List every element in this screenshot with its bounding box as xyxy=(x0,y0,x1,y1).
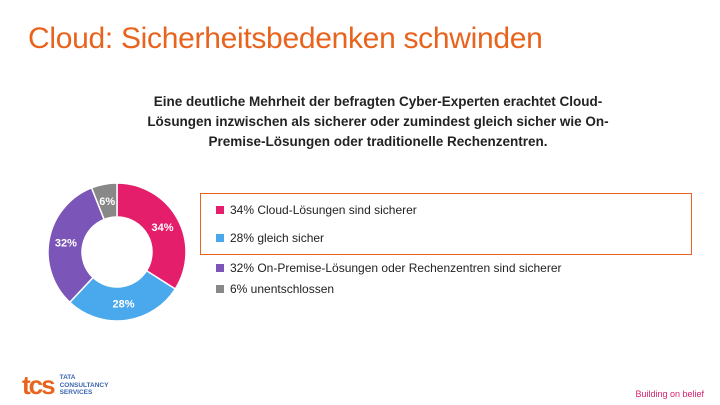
highlighted-legend-box xyxy=(200,193,692,255)
donut-slice xyxy=(68,269,177,322)
chart-subtitle: Eine deutliche Mehrheit der befragten Cy… xyxy=(147,94,609,149)
donut-data-label: 32% xyxy=(55,237,77,249)
tagline: Building on belief xyxy=(635,389,704,399)
legend-swatch xyxy=(216,206,224,214)
logo-mark: tcs xyxy=(22,370,56,400)
donut-chart: 34% 28% 32% 6% xyxy=(47,182,187,322)
donut-data-label: 6% xyxy=(99,196,115,208)
donut-slice xyxy=(90,182,118,221)
page-title: Cloud: Sicherheitsbedenken schwinden xyxy=(28,22,543,55)
legend-item-undecided: 6% unentschlossen xyxy=(216,282,334,296)
donut-slice xyxy=(116,182,187,291)
legend-item-onpremise: 32% On-Premise-Lösungen oder Rechenzentr… xyxy=(216,261,562,275)
donut-data-label: 34% xyxy=(152,222,174,234)
legend-label: 32% On-Premise-Lösungen oder Rechenzentr… xyxy=(230,261,562,275)
legend-item-equal: 28% gleich sicher xyxy=(216,231,324,245)
legend-swatch xyxy=(216,285,224,293)
logo-line: SERVICES xyxy=(59,389,93,397)
legend-item-cloud: 34% Cloud-Lösungen sind sicherer xyxy=(216,203,417,217)
legend-label: 28% gleich sicher xyxy=(230,231,325,245)
company-logo: tcs TATA CONSULTANCY SERVICES xyxy=(22,370,108,401)
logo-line: TATA xyxy=(59,374,76,382)
legend-swatch xyxy=(216,264,224,272)
donut-data-label: 28% xyxy=(113,299,135,311)
legend-label: 34% Cloud-Lösungen sind sicherer xyxy=(230,203,417,217)
legend-swatch xyxy=(216,234,224,242)
donut-slice xyxy=(47,186,106,304)
logo-wordmark: TATA CONSULTANCY SERVICES xyxy=(60,374,109,397)
legend-label: 6% unentschlossen xyxy=(230,282,335,296)
logo-line: CONSULTANCY xyxy=(59,381,109,389)
